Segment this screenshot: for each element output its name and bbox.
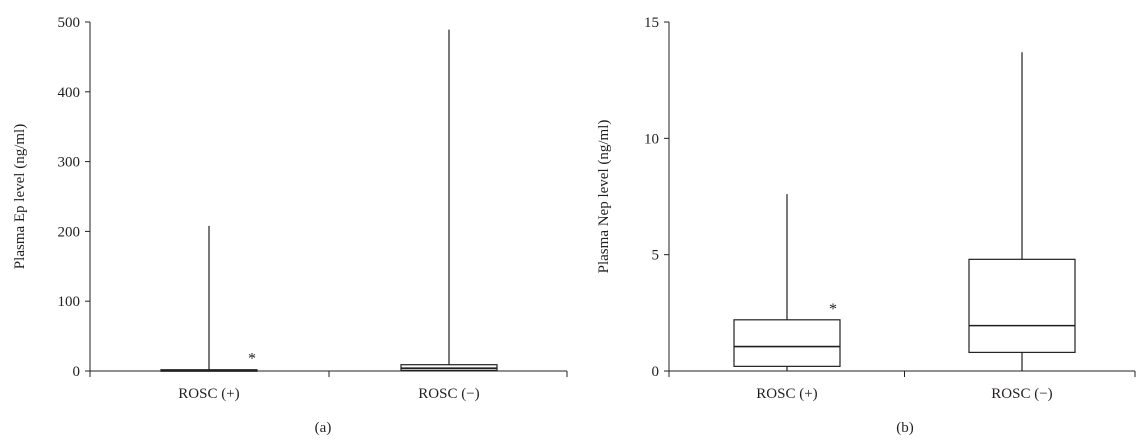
panel-b-x-tick-label: ROSC (−) [991,386,1052,402]
panel-a-y-axis-title: Plasma Ep level (ng/ml) [12,124,28,269]
panel-a-y-tick-label: 200 [58,224,81,240]
panel-b-y-tick-label: 10 [644,131,659,147]
panel-b-y-axis-title: Plasma Nep level (ng/ml) [596,120,612,274]
panel-b-box [733,319,841,367]
panel-a-y-tick-label: 500 [58,15,81,31]
panel-b-significance-marker: * [829,301,837,318]
panel-b-y-tick-label: 0 [652,364,660,380]
panel-b-x-tick-label: ROSC (+) [756,386,817,402]
panel-a-significance-marker: * [248,351,256,368]
panel-a-y-tick-label: 300 [58,155,81,171]
panel-a-x-tick-label: ROSC (+) [178,386,239,402]
panel-a-x-tick-label: ROSC (−) [418,386,479,402]
panel-b-y-tick-label: 5 [652,248,660,264]
panel-a-label: (a) [315,420,332,436]
panel-b-y-tick-label: 15 [644,15,659,31]
panel-b-box [968,258,1076,353]
panel-b-label: (b) [896,420,914,436]
panel-a-y-tick-label: 100 [58,294,81,310]
panel-a-y-tick-label: 400 [58,85,81,101]
panel-a-y-tick-label: 0 [73,364,81,380]
